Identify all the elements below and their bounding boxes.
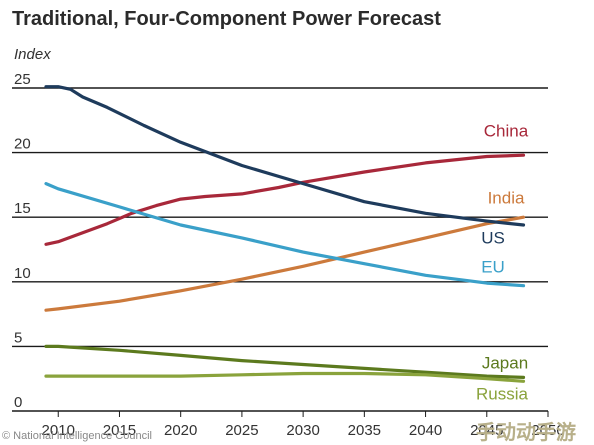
watermark: 手动动手游 [476, 420, 576, 444]
series-label-eu: EU [481, 257, 505, 276]
series-label-japan: Japan [482, 353, 528, 372]
y-tick-label: 10 [14, 265, 31, 282]
x-tick-label: 2045 [470, 422, 503, 439]
series-line-japan [44, 344, 526, 379]
x-tick-label: 2050 [531, 422, 564, 439]
y-tick-label: 25 [14, 71, 31, 88]
source-note: © National Intelligence Council [2, 430, 152, 442]
y-tick-label: 0 [14, 394, 22, 411]
series-line-india [44, 215, 526, 312]
x-tick-label: 2035 [348, 422, 381, 439]
chart-title: Traditional, Four-Component Power Foreca… [12, 8, 441, 30]
y-tick-labels: 0 5 10 15 20 25 [14, 71, 31, 411]
series-line-us [44, 85, 526, 227]
x-tick-label: 2030 [286, 422, 319, 439]
y-tick-label: 20 [14, 136, 31, 153]
series-label-india: India [488, 188, 525, 207]
x-tick-label: 2010 [42, 422, 75, 439]
series-label-us: US [481, 228, 505, 247]
y-tick-label: 5 [14, 329, 22, 346]
series-line-china [44, 153, 526, 246]
x-tick-label: 2020 [164, 422, 197, 439]
y-tick-label: 15 [14, 200, 31, 217]
x-tick-label: 2015 [103, 422, 136, 439]
x-tick-label: 2025 [225, 422, 258, 439]
series-line-russia [44, 371, 526, 383]
y-axis-label: Index [14, 46, 51, 63]
series-label-china: China [484, 121, 529, 140]
series-line-eu [44, 182, 526, 288]
series-lines [44, 85, 526, 383]
series-labels: China India US EU Japan Russia [476, 121, 529, 403]
series-label-russia: Russia [476, 384, 529, 403]
x-tick-label: 2040 [409, 422, 442, 439]
x-tick-labels: 2010 2015 2020 2025 2030 2035 2040 2045 2050 [42, 411, 565, 439]
gridlines [12, 87, 548, 412]
